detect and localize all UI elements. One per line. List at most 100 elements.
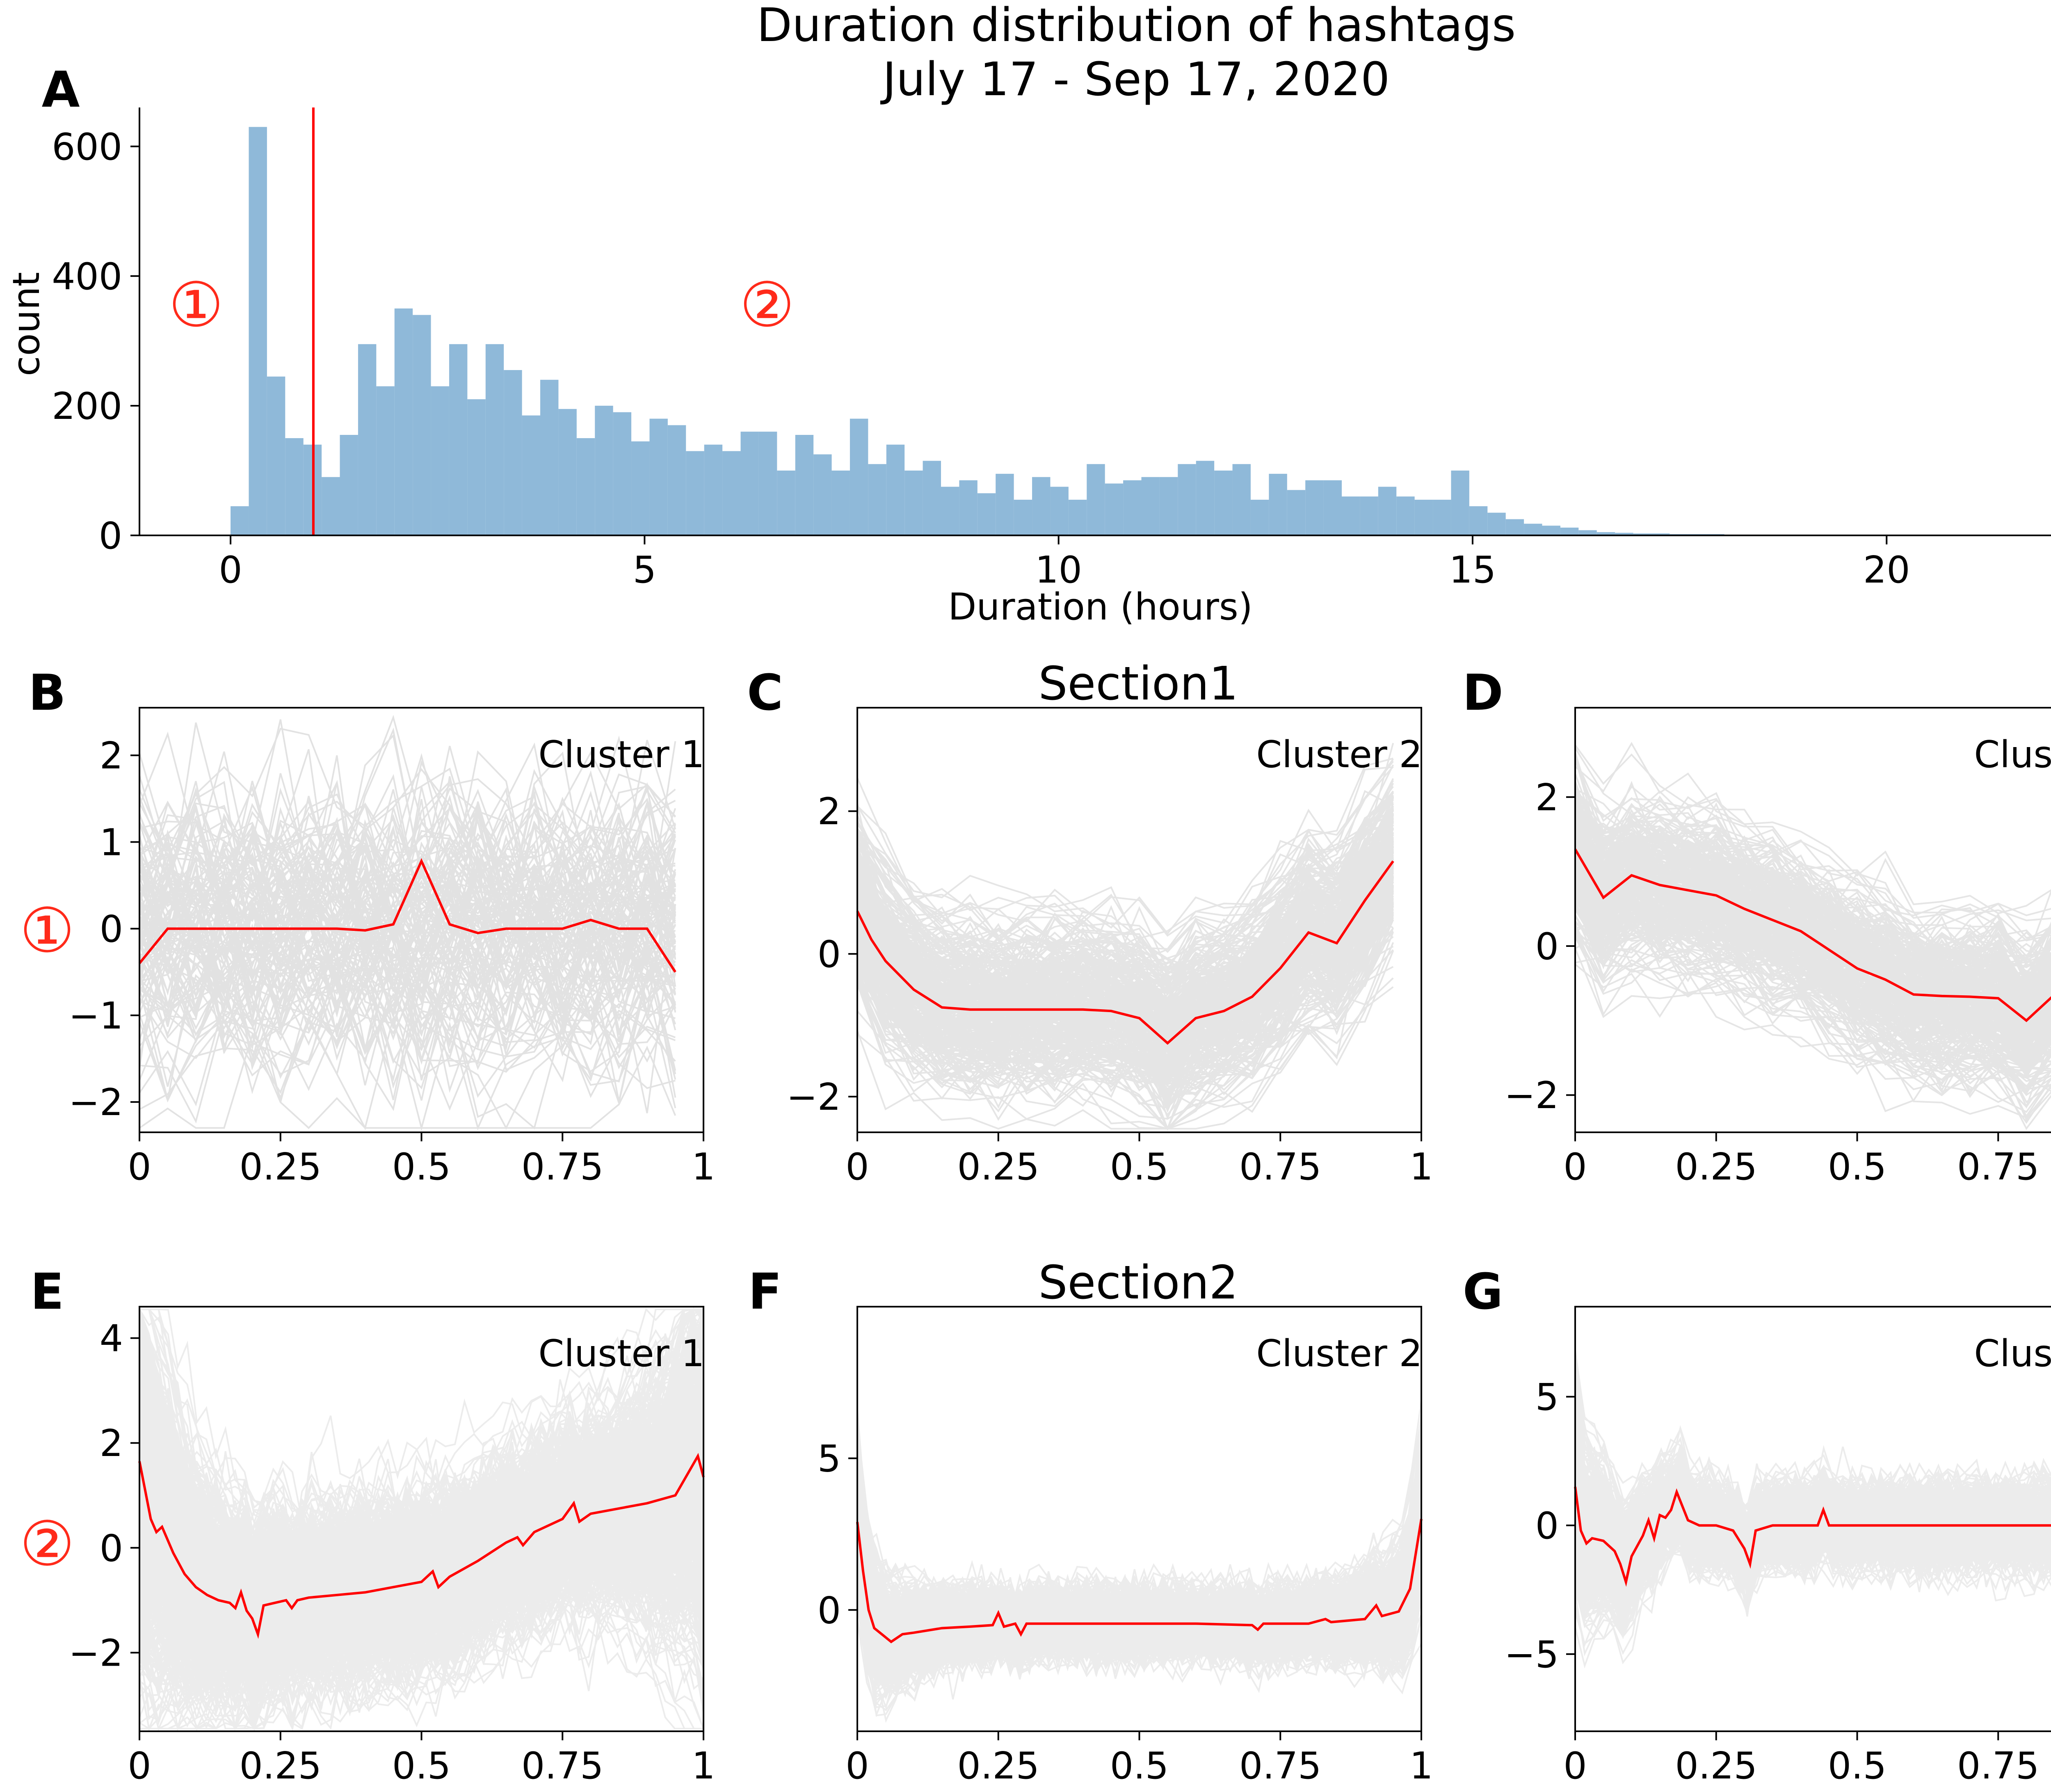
background-trace bbox=[856, 872, 1394, 1023]
background-trace bbox=[1574, 857, 2051, 1045]
background-trace bbox=[139, 1347, 704, 1591]
background-trace bbox=[1574, 853, 2051, 1021]
histogram-bar bbox=[1505, 519, 1524, 535]
background-trace bbox=[139, 1406, 704, 1655]
background-trace bbox=[1574, 849, 2051, 993]
background-trace bbox=[856, 884, 1394, 1093]
background-trace bbox=[856, 841, 1394, 1019]
background-trace bbox=[857, 871, 1394, 1066]
background-trace bbox=[856, 909, 1394, 1053]
background-trace bbox=[1574, 874, 2051, 1018]
background-trace bbox=[139, 1467, 704, 1665]
y-tick-label: −2 bbox=[1504, 1074, 1559, 1117]
y-tick-label: 0 bbox=[100, 1527, 123, 1570]
background-trace bbox=[139, 840, 676, 1037]
background-trace bbox=[856, 839, 1394, 1079]
background-trace bbox=[1574, 846, 2051, 987]
background-trace bbox=[139, 913, 676, 1091]
background-trace bbox=[139, 1333, 704, 1603]
background-trace bbox=[856, 1413, 1422, 1604]
y-tick-label: 5 bbox=[1535, 1376, 1559, 1419]
background-trace bbox=[139, 1311, 704, 1575]
background-trace bbox=[1574, 866, 2051, 1058]
x-tick-label: 10 bbox=[1035, 549, 1082, 592]
background-trace bbox=[1574, 839, 2051, 975]
background-trace bbox=[1574, 870, 2051, 1033]
background-trace bbox=[856, 792, 1394, 1011]
background-trace bbox=[1574, 820, 2051, 970]
background-trace bbox=[139, 1497, 704, 1663]
background-trace bbox=[857, 821, 1394, 993]
background-trace bbox=[856, 885, 1394, 1070]
background-trace bbox=[139, 845, 676, 1069]
background-trace bbox=[856, 795, 1394, 976]
background-trace bbox=[856, 870, 1394, 1017]
background-trace bbox=[139, 893, 676, 1051]
histogram-bar bbox=[941, 487, 959, 535]
background-trace bbox=[856, 834, 1394, 1030]
background-trace bbox=[139, 1512, 704, 1680]
x-tick-label: 1 bbox=[692, 1744, 715, 1787]
background-trace bbox=[139, 812, 676, 964]
background-trace bbox=[139, 837, 676, 1017]
background-trace bbox=[856, 865, 1394, 1030]
background-trace bbox=[856, 917, 1394, 1103]
background-trace bbox=[856, 795, 1394, 1001]
background-trace bbox=[139, 1358, 704, 1611]
background-trace bbox=[139, 1361, 704, 1593]
background-trace bbox=[1574, 816, 2051, 1058]
background-trace bbox=[139, 1547, 704, 1712]
background-trace bbox=[1574, 845, 2051, 1011]
background-trace bbox=[856, 919, 1394, 1088]
background-trace bbox=[139, 1445, 704, 1631]
histogram-bar bbox=[1250, 500, 1269, 535]
x-tick-label: 0.25 bbox=[1675, 1145, 1757, 1189]
background-trace bbox=[139, 1460, 704, 1621]
background-trace bbox=[856, 889, 1394, 1109]
background-trace bbox=[856, 905, 1394, 1057]
background-trace bbox=[1574, 825, 2051, 994]
background-trace bbox=[856, 833, 1394, 1017]
background-trace bbox=[139, 1533, 704, 1687]
background-trace bbox=[856, 847, 1394, 1052]
background-trace bbox=[139, 1484, 704, 1642]
histogram-bar bbox=[285, 438, 304, 535]
background-trace bbox=[139, 1469, 704, 1637]
background-trace bbox=[139, 1449, 704, 1623]
histogram-bar bbox=[376, 386, 395, 535]
background-trace bbox=[856, 906, 1394, 1130]
background-trace bbox=[1574, 915, 2051, 1058]
background-trace bbox=[1574, 866, 2051, 1045]
background-trace bbox=[139, 1428, 704, 1627]
background-trace bbox=[1574, 891, 2051, 1068]
background-trace bbox=[856, 884, 1394, 1094]
histogram-bar bbox=[704, 444, 723, 535]
background-trace bbox=[856, 841, 1394, 999]
background-trace bbox=[1574, 846, 2051, 1015]
background-trace bbox=[856, 908, 1393, 1074]
histogram-bar bbox=[1360, 496, 1378, 535]
background-trace bbox=[139, 825, 676, 992]
background-trace bbox=[856, 849, 1394, 1045]
x-tick-label: 0 bbox=[1563, 1145, 1587, 1189]
background-trace bbox=[856, 858, 1394, 1051]
histogram-bar bbox=[340, 435, 358, 535]
background-trace bbox=[139, 1358, 704, 1623]
background-trace bbox=[139, 1466, 704, 1654]
y-tick-label: 0 bbox=[1535, 1504, 1559, 1547]
background-trace bbox=[856, 817, 1394, 1026]
background-trace bbox=[139, 1399, 704, 1605]
histogram-bar bbox=[1560, 528, 1579, 535]
background-trace bbox=[856, 806, 1394, 1006]
background-trace bbox=[139, 1514, 704, 1668]
background-trace bbox=[856, 844, 1394, 1024]
background-trace bbox=[139, 1497, 704, 1664]
background-trace bbox=[1575, 823, 2051, 956]
background-trace bbox=[856, 905, 1394, 1074]
histogram-bar bbox=[1087, 464, 1105, 535]
background-trace bbox=[1574, 924, 2051, 1090]
background-trace bbox=[1574, 821, 2051, 993]
background-trace bbox=[139, 937, 676, 1100]
background-trace bbox=[1574, 873, 2051, 1049]
background-trace bbox=[139, 1009, 676, 1131]
